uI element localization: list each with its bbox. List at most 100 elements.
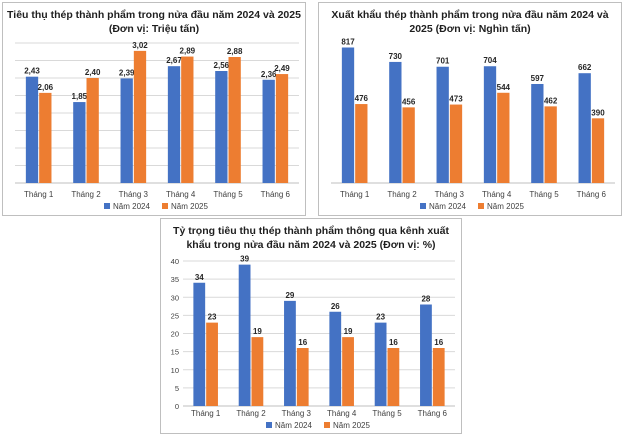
y-tick-label: 25 (171, 311, 179, 320)
x-tick-label: Tháng 4 (166, 190, 196, 199)
chart-panel-export-share: Tỷ trọng tiêu thụ thép thành phẩm thông … (160, 218, 462, 434)
legend-swatch (104, 203, 110, 209)
bar-2024 (341, 47, 355, 184)
data-label: 16 (298, 338, 307, 347)
x-tick-label: Tháng 2 (387, 190, 417, 199)
bar-2024 (238, 264, 251, 406)
data-label: 597 (531, 74, 545, 83)
data-label: 476 (355, 94, 369, 103)
legend-label: Năm 2024 (429, 202, 466, 211)
bar-2024 (215, 71, 228, 183)
data-label: 2,89 (180, 47, 196, 56)
bar-2024 (420, 304, 432, 406)
legend-label: Năm 2025 (171, 202, 208, 211)
x-tick-label: Tháng 5 (213, 190, 243, 199)
chart-title: Xuất khẩu thép thành phẩm trong nửa đầu … (331, 9, 609, 35)
data-label: 462 (544, 96, 558, 105)
bar-2024 (578, 73, 591, 183)
bar-2024 (483, 66, 497, 183)
consumption-chart: 2,43 2,06 Tháng 1 1,85 2,40 Tháng 2 2,39 3,02 Th… (15, 41, 299, 211)
data-label: 2,40 (85, 68, 101, 77)
legend-label: Năm 2025 (333, 421, 370, 430)
data-label: 16 (389, 338, 398, 347)
x-tick-label: Tháng 3 (282, 409, 312, 418)
data-label: 3,02 (132, 41, 148, 50)
bar-2024 (73, 102, 86, 183)
chart-panel-consumption: Tiêu thụ thép thành phẩm trong nửa đầu n… (2, 2, 306, 216)
data-label: 23 (376, 313, 385, 322)
x-tick-label: Tháng 2 (71, 190, 101, 199)
x-tick-label: Tháng 5 (372, 409, 402, 418)
data-label: 28 (421, 295, 430, 304)
x-tick-label: Tháng 6 (577, 190, 607, 199)
data-label: 29 (285, 291, 294, 300)
chart-panel-export: Xuất khẩu thép thành phẩm trong nửa đầu … (318, 2, 622, 216)
x-tick-label: Tháng 3 (119, 190, 149, 199)
data-label: 704 (483, 56, 497, 65)
bar-2024 (284, 300, 296, 406)
x-tick-label: Tháng 4 (482, 190, 512, 199)
bar-2024 (120, 78, 133, 183)
data-label: 390 (591, 108, 605, 117)
x-tick-label: Tháng 6 (261, 190, 291, 199)
y-tick-label: 30 (171, 293, 179, 302)
bar-2025 (206, 322, 218, 406)
bar-2024 (389, 61, 402, 183)
bar-2025 (39, 92, 52, 183)
data-label: 730 (389, 52, 403, 61)
bar-2025 (432, 348, 445, 406)
data-label: 701 (436, 57, 450, 66)
bar-2025 (251, 337, 264, 406)
chart-title: Tiêu thụ thép thành phẩm trong nửa đầu n… (7, 9, 301, 35)
data-label: 2,56 (214, 61, 230, 70)
data-label: 2,39 (119, 68, 135, 77)
bar-2025 (402, 107, 415, 183)
data-label: 19 (253, 327, 262, 336)
bar-2024 (262, 79, 275, 183)
bar-2025 (355, 104, 368, 183)
y-tick-label: 40 (171, 257, 179, 266)
data-label: 1,85 (72, 92, 88, 101)
data-label: 2,06 (38, 83, 54, 92)
bar-2025 (86, 78, 99, 183)
legend-label: Năm 2025 (487, 202, 524, 211)
data-label: 662 (578, 63, 592, 72)
data-label: 2,43 (24, 67, 40, 76)
data-label: 34 (195, 273, 204, 282)
bar-2024 (436, 66, 449, 183)
y-tick-label: 0 (175, 402, 179, 411)
export-share-chart: 0 5 10 15 20 25 30 35 40 34 23 Tháng 1 39 19 Tháng 2 29… (171, 255, 455, 430)
bar-2025 (342, 337, 354, 406)
data-label: 39 (240, 255, 249, 264)
data-label: 544 (497, 83, 511, 92)
legend-swatch (162, 203, 168, 209)
x-tick-label: Tháng 1 (340, 190, 370, 199)
bar-2025 (296, 348, 309, 406)
legend-swatch (420, 203, 426, 209)
x-tick-label: Tháng 1 (24, 190, 54, 199)
bar-2025 (181, 56, 194, 183)
bar-2025 (544, 106, 557, 183)
x-tick-label: Tháng 5 (529, 190, 559, 199)
export-chart: 817 476 Tháng 1 730 456 Tháng 2 701 473 Tháng 3 7… (331, 37, 615, 211)
bar-2024 (167, 66, 181, 183)
data-label: 2,88 (227, 47, 243, 56)
y-tick-label: 35 (171, 275, 179, 284)
data-label: 2,67 (166, 56, 182, 65)
y-tick-label: 20 (171, 330, 179, 339)
bar-2025 (387, 348, 400, 406)
legend-swatch (324, 422, 330, 428)
x-tick-label: Tháng 6 (418, 409, 448, 418)
legend-swatch (478, 203, 484, 209)
y-tick-label: 10 (171, 366, 179, 375)
bar-2025 (228, 57, 241, 183)
legend-swatch (266, 422, 272, 428)
data-label: 19 (344, 327, 353, 336)
bar-2024 (531, 83, 544, 183)
data-label: 23 (208, 313, 217, 322)
data-label: 473 (449, 95, 463, 104)
chart-title: Tỷ trọng tiêu thụ thép thành phẩm thông … (173, 225, 449, 251)
data-label: 2,49 (274, 64, 290, 73)
bar-2025 (133, 50, 147, 183)
data-label: 2,36 (261, 70, 277, 79)
